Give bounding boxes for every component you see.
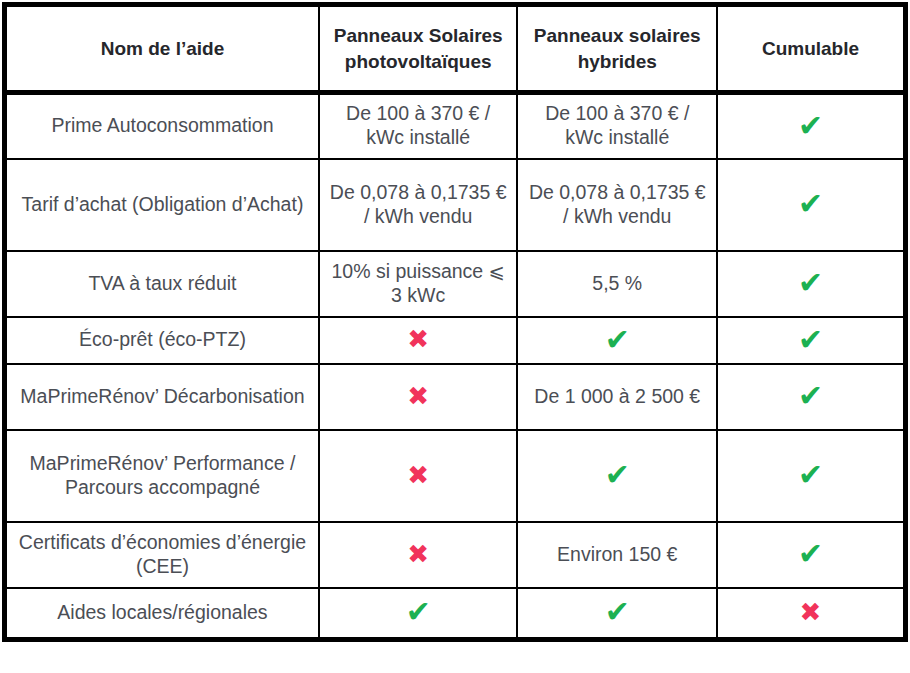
table-row: TVA à taux réduit10% si puissance ⩽ 3 kW… (5, 251, 906, 317)
check-icon: ✔ (798, 186, 823, 223)
table-row: MaPrimeRénov’ Décarbonisation ✖ De 1 000 à… (5, 364, 906, 430)
table-row: Aides locales/régionales ✔ ✔ ✖ (5, 588, 906, 640)
table-cell: Tarif d’achat (Obligation d’Achat) (5, 159, 319, 251)
check-icon: ✔ (798, 108, 823, 145)
cross-icon: ✖ (407, 539, 429, 571)
table-cell: ✔ (517, 317, 717, 364)
table-cell: Éco-prêt (éco-PTZ) (5, 317, 319, 364)
check-icon: ✔ (605, 322, 630, 359)
table-cell: ✖ (319, 522, 518, 588)
solar-aid-comparison-table: Nom de l’aidePanneaux Solaires photovolt… (2, 2, 908, 642)
table-row: MaPrimeRénov’ Performance / Parcours acc… (5, 430, 906, 522)
table-cell: ✔ (319, 588, 518, 640)
table-cell: De 100 à 370 € / kWc installé (517, 93, 717, 159)
table-cell: ✔ (717, 364, 905, 430)
header-row: Nom de l’aidePanneaux Solaires photovolt… (5, 5, 906, 93)
table-cell: MaPrimeRénov’ Décarbonisation (5, 364, 319, 430)
check-icon: ✔ (798, 536, 823, 573)
table-cell: ✔ (717, 93, 905, 159)
table-body: Prime AutoconsommationDe 100 à 370 € / k… (5, 93, 906, 640)
column-header-3: Panneaux solaires hybrides (517, 5, 717, 93)
table-cell: ✔ (717, 430, 905, 522)
table-cell: ✔ (717, 251, 905, 317)
table-cell: De 0,078 à 0,1735 € / kWh vendu (517, 159, 717, 251)
table-cell: Prime Autoconsommation (5, 93, 319, 159)
check-icon: ✔ (798, 457, 823, 494)
table-cell: Aides locales/régionales (5, 588, 319, 640)
column-header-1: Nom de l’aide (5, 5, 319, 93)
check-icon: ✔ (406, 594, 431, 631)
cross-icon: ✖ (407, 324, 429, 356)
table-cell: ✔ (517, 430, 717, 522)
cross-icon: ✖ (800, 597, 822, 629)
check-icon: ✔ (798, 378, 823, 415)
cross-icon: ✖ (407, 460, 429, 492)
table-row: Certificats d’économies d’énergie (CEE) ✖… (5, 522, 906, 588)
column-header-2: Panneaux Solaires photovoltaïques (319, 5, 518, 93)
check-icon: ✔ (798, 322, 823, 359)
table-cell: ✖ (319, 430, 518, 522)
table-cell: 10% si puissance ⩽ 3 kWc (319, 251, 518, 317)
table-cell: 5,5 % (517, 251, 717, 317)
table-cell: Environ 150 € (517, 522, 717, 588)
table-cell: De 100 à 370 € / kWc installé (319, 93, 518, 159)
table-row: Éco-prêt (éco-PTZ) ✖ ✔ ✔ (5, 317, 906, 364)
table-row: Prime AutoconsommationDe 100 à 370 € / k… (5, 93, 906, 159)
page: Nom de l’aidePanneaux Solaires photovolt… (0, 0, 910, 673)
table-cell: ✔ (717, 522, 905, 588)
table-cell: ✖ (319, 364, 518, 430)
table-row: Tarif d’achat (Obligation d’Achat)De 0,0… (5, 159, 906, 251)
table-cell: ✔ (717, 159, 905, 251)
table-cell: ✖ (717, 588, 905, 640)
check-icon: ✔ (605, 457, 630, 494)
check-icon: ✔ (605, 594, 630, 631)
table-cell: Certificats d’économies d’énergie (CEE) (5, 522, 319, 588)
check-icon: ✔ (798, 265, 823, 302)
table-cell: ✖ (319, 317, 518, 364)
table-cell: TVA à taux réduit (5, 251, 319, 317)
table-cell: De 1 000 à 2 500 € (517, 364, 717, 430)
column-header-4: Cumulable (717, 5, 905, 93)
table-cell: MaPrimeRénov’ Performance / Parcours acc… (5, 430, 319, 522)
table-cell: ✔ (717, 317, 905, 364)
cross-icon: ✖ (407, 381, 429, 413)
table-header: Nom de l’aidePanneaux Solaires photovolt… (5, 5, 906, 93)
table-cell: ✔ (517, 588, 717, 640)
table-cell: De 0,078 à 0,1735 € / kWh vendu (319, 159, 518, 251)
